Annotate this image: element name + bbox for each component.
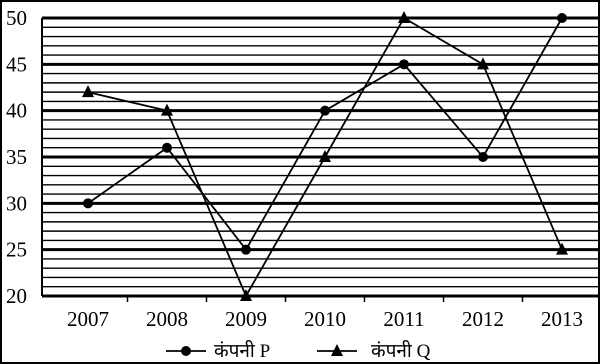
x-tick-label: 2012 — [462, 307, 504, 331]
x-tick-labels: 2007 2008 2009 2010 2011 2012 2013 — [67, 296, 583, 331]
point-marker-circle — [399, 59, 409, 70]
point-marker-triangle — [240, 289, 252, 301]
grid-lines — [42, 16, 598, 298]
x-tick-label: 2009 — [225, 307, 267, 331]
y-tick-label: 40 — [6, 99, 27, 123]
point-marker-triangle — [319, 150, 331, 162]
x-tick-label: 2007 — [67, 307, 109, 331]
point-marker-circle — [241, 244, 251, 255]
point-marker-triangle — [477, 57, 489, 70]
y-tick-labels: 20 25 30 35 40 45 50 — [6, 6, 27, 308]
x-tick-label: 2008 — [146, 307, 188, 331]
legend-marker-triangle — [331, 344, 343, 356]
legend: कंपनी P कंपनी Q — [166, 339, 431, 362]
x-tick-label: 2010 — [304, 307, 346, 331]
series-markers — [82, 11, 568, 301]
point-marker-triangle — [161, 103, 173, 116]
y-tick-label: 30 — [6, 191, 27, 215]
point-marker-circle — [557, 13, 567, 23]
legend-marker-circle — [181, 346, 191, 356]
point-marker-triangle — [398, 11, 410, 23]
legend-label: कंपनी Q — [371, 339, 431, 362]
point-marker-circle — [478, 152, 488, 162]
y-tick-label: 25 — [6, 238, 27, 262]
point-marker-triangle — [556, 242, 568, 255]
legend-label: कंपनी P — [214, 339, 270, 362]
point-marker-circle — [83, 198, 93, 209]
y-tick-label: 35 — [6, 145, 27, 169]
y-tick-label: 45 — [6, 52, 27, 76]
y-tick-label: 20 — [6, 284, 27, 308]
point-marker-triangle — [82, 85, 94, 98]
point-marker-circle — [320, 105, 330, 116]
x-tick-label: 2013 — [541, 307, 583, 331]
point-marker-circle — [162, 142, 172, 153]
y-tick-label: 50 — [6, 6, 27, 30]
x-tick-label: 2011 — [383, 307, 424, 331]
